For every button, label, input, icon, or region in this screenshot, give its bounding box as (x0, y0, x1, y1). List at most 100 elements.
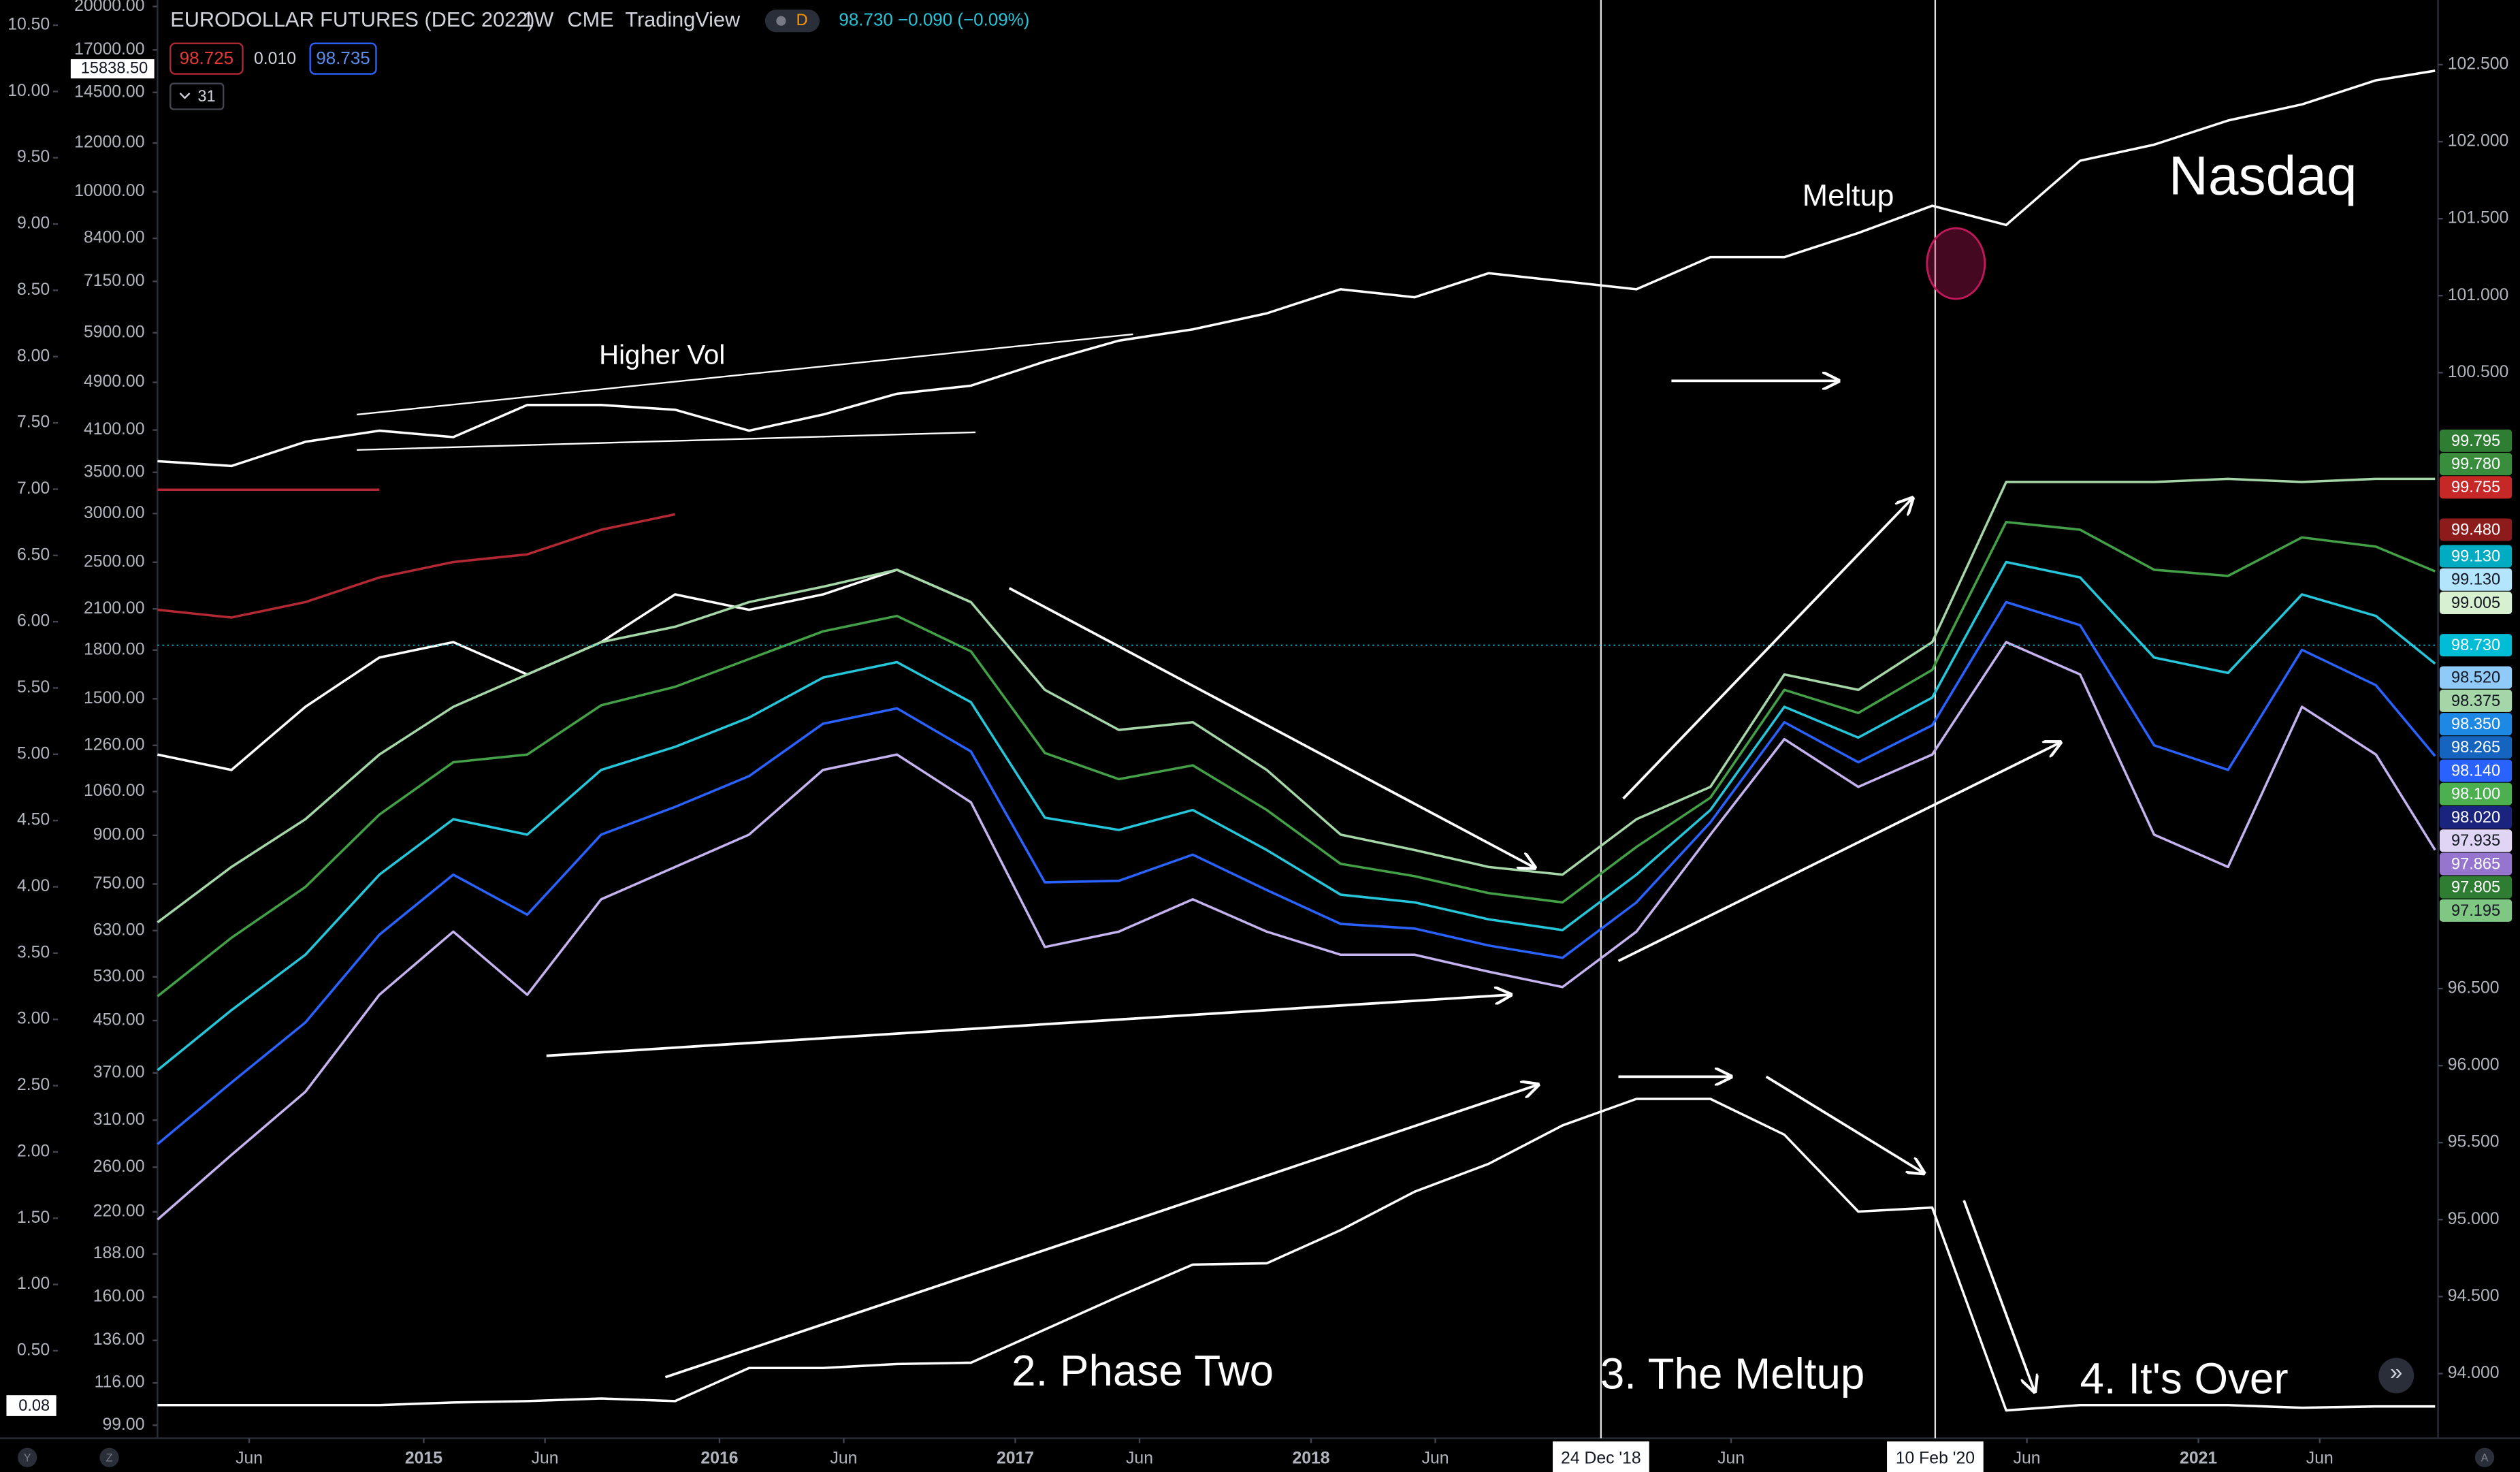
y3-marker-label: 15838.50 (81, 59, 148, 77)
price-tag-label: 99.130 (2451, 547, 2500, 565)
y3-tick-label: 450.00 (93, 1011, 145, 1029)
badge[interactable]: D (796, 12, 808, 29)
x-tick-label: Jun (830, 1450, 858, 1468)
x-tick-label: 2021 (2180, 1450, 2217, 1468)
price-tag (2439, 634, 2513, 657)
price-tag (2439, 876, 2513, 899)
ask[interactable]: 98.735 (316, 48, 370, 68)
y3-tick-label: 188.00 (93, 1244, 145, 1262)
price-tag-label: 98.100 (2451, 786, 2500, 803)
price-tag-label: 98.140 (2451, 762, 2500, 780)
x-tick-label: 2015 (405, 1450, 442, 1468)
y3-tick-label: 116.00 (95, 1373, 145, 1392)
y3-tick-label: 17000.00 (74, 40, 144, 59)
y3-tick-label: 8400.00 (84, 229, 145, 247)
y3-tick-label: 1260.00 (84, 735, 145, 754)
bid[interactable]: 98.725 (180, 48, 233, 68)
y3-tick-label: 4900.00 (84, 372, 145, 391)
y2-tick-label: 3.50 (17, 943, 50, 961)
y2-tick-label: 5.00 (17, 744, 50, 763)
y3-tick-label: 900.00 (93, 825, 145, 844)
arrow (546, 995, 1511, 1057)
button[interactable] (99, 1447, 119, 1467)
series-line (157, 477, 2436, 924)
button[interactable] (17, 1447, 37, 1467)
arrow (664, 1085, 1538, 1379)
y3-tick-label: 3000.00 (84, 504, 145, 522)
y2-tick-label: 10.50 (7, 16, 50, 34)
y-tick-label: 96.500 (2448, 979, 2500, 997)
y-tick-label: 101.500 (2448, 209, 2509, 227)
y2-tick-label: 4.50 (17, 811, 50, 829)
annotation: 3. The Meltup (1600, 1349, 1865, 1398)
exchange: CME (567, 7, 613, 31)
spread: 0.010 (254, 50, 296, 68)
arrow (1622, 498, 1913, 800)
price-tag (2439, 805, 2513, 829)
arrow (1617, 742, 2060, 963)
y-tick-label: 95.000 (2448, 1210, 2500, 1228)
scroll-button-label[interactable]: » (2390, 1360, 2402, 1386)
price-tag-label: 99.480 (2451, 521, 2500, 539)
ask-box[interactable] (309, 42, 377, 75)
y3-tick-label: 99.00 (102, 1415, 144, 1434)
marker-label-bg (1553, 1441, 1649, 1472)
y3-tick-label: 530.00 (93, 967, 145, 985)
y-tick-label: 100.500 (2448, 363, 2509, 381)
price-tag (2439, 476, 2513, 499)
x-tick-label: Jun (236, 1450, 263, 1468)
annotation: Higher Vol (599, 340, 725, 370)
y3-tick-label: 220.00 (93, 1202, 145, 1220)
y3-tick-label: 14500.00 (74, 82, 144, 101)
series-line (157, 641, 2436, 1221)
price-tag-label: 99.795 (2451, 432, 2500, 450)
price-tag (2439, 852, 2513, 876)
price-tag-label: 97.805 (2451, 879, 2500, 897)
symbol: EURODOLLAR FUTURES (DEC 2022) (170, 7, 534, 31)
price-tag-label: 98.520 (2451, 669, 2500, 687)
y2-tick-label: 9.00 (17, 214, 50, 233)
source: TradingView (625, 7, 741, 31)
bid-box[interactable] (169, 42, 244, 75)
button[interactable] (2474, 1447, 2495, 1467)
y2-marker-bg (6, 1395, 56, 1416)
y-tick-label: 94.500 (2448, 1287, 2500, 1305)
highlight-circle (1926, 227, 1986, 300)
button-label[interactable]: Z (106, 1451, 112, 1464)
indicator-count[interactable]: 31 (197, 88, 215, 106)
y3-tick-label: 20000.00 (74, 0, 144, 15)
interval[interactable]: 1W (522, 7, 553, 31)
y2-tick-label: 1.50 (17, 1209, 50, 1227)
annotation: 2. Phase Two (1012, 1346, 1274, 1395)
price-tag (2439, 713, 2513, 736)
price-tag-label: 97.195 (2451, 902, 2500, 920)
button-label[interactable]: Y (24, 1451, 31, 1464)
price-tag (2439, 518, 2513, 541)
price-tag (2439, 829, 2513, 852)
quote: 98.730 −0.090 (−0.09%) (839, 10, 1029, 30)
price-tag (2439, 429, 2513, 452)
y2-tick-label: 8.00 (17, 347, 50, 365)
price-tag-label: 97.935 (2451, 832, 2500, 850)
series-line (157, 601, 2436, 1145)
y2-tick-label: 5.50 (17, 678, 50, 697)
price-tag (2439, 899, 2513, 922)
scroll-button[interactable] (2378, 1358, 2414, 1394)
badge-bg[interactable] (764, 10, 820, 33)
y3-tick-label: 4100.00 (84, 420, 145, 438)
y3-tick-label: 1060.00 (84, 782, 145, 800)
y3-tick-label: 136.00 (93, 1330, 145, 1349)
series-line (157, 520, 2436, 997)
y2-tick-label: 7.00 (17, 479, 50, 498)
price-tag-label: 98.350 (2451, 716, 2500, 733)
arrow (1008, 587, 1535, 868)
price-tag-label: 98.265 (2451, 739, 2500, 756)
button-label[interactable]: A (2481, 1451, 2489, 1464)
badge-dot (776, 16, 786, 26)
price-tag (2439, 591, 2513, 614)
indicator-toggle[interactable] (169, 82, 225, 110)
x-tick-label: 2018 (1292, 1450, 1329, 1468)
annotation: Meltup (1803, 178, 1894, 212)
price-tag (2439, 453, 2513, 476)
